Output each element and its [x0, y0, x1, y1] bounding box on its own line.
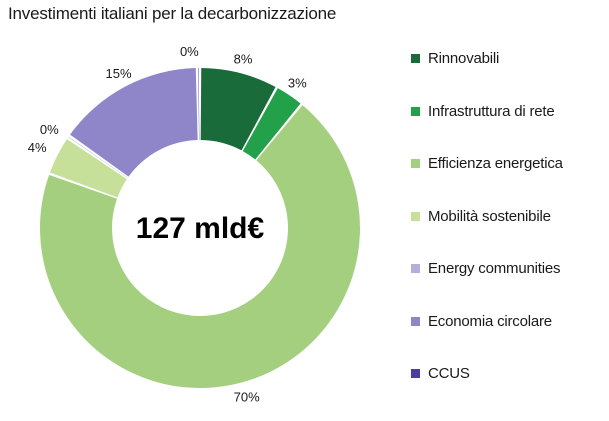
legend-label: Economia circolare [428, 312, 552, 330]
legend-item-infrastruttura-di-rete: Infrastruttura di rete [411, 103, 555, 120]
legend-item-efficienza-energetica: Efficienza energetica [411, 155, 563, 172]
slice-mobilita-sostenibile [49, 139, 127, 198]
data-label-mobilita-sostenibile: 4% [28, 140, 47, 155]
slice-energy-communities [68, 136, 128, 178]
legend-swatch [411, 159, 420, 168]
data-label-ccus: 0% [180, 44, 199, 59]
data-label-efficienza-energetica: 70% [234, 390, 260, 405]
legend-label: Infrastruttura di rete [428, 102, 555, 120]
slice-infrastruttura-di-rete [242, 88, 301, 160]
legend-label: Efficienza energetica [428, 155, 563, 172]
data-label-rinnovabili: 8% [234, 51, 253, 66]
data-label-energy-communities: 0% [40, 122, 59, 137]
slice-efficienza-energetica [39, 105, 360, 388]
legend-item-mobilita-sostenibile: Mobilità sostenibile [411, 208, 551, 225]
legend-item-economia-circolare: Economia circolare [411, 313, 552, 330]
legend-label: Mobilità sostenibile [428, 207, 551, 225]
data-label-infrastruttura-di-rete: 3% [288, 76, 307, 91]
legend-item-energy-communities: Energy communities [411, 260, 560, 277]
slice-rinnovabili [200, 68, 276, 151]
chart-title: Investimenti italiani per la decarbonizz… [8, 4, 337, 23]
legend-label: Energy communities [428, 260, 561, 277]
legend-swatch [411, 211, 420, 221]
center-total-label: 127 mld€ [136, 212, 265, 245]
legend-swatch [411, 264, 420, 273]
legend-swatch [411, 369, 420, 378]
slice-economia-circolare [70, 68, 198, 177]
slice-ccus [198, 68, 200, 141]
legend-item-ccus: CCUS [411, 365, 470, 382]
legend-swatch [411, 316, 420, 326]
legend-item-rinnovabili: Rinnovabili [411, 50, 499, 67]
legend-swatch [411, 106, 420, 116]
legend-label: Rinnovabili [428, 50, 500, 67]
data-label-economia-circolare: 15% [106, 66, 132, 81]
legend-label: CCUS [428, 365, 470, 382]
legend-swatch [411, 54, 420, 63]
